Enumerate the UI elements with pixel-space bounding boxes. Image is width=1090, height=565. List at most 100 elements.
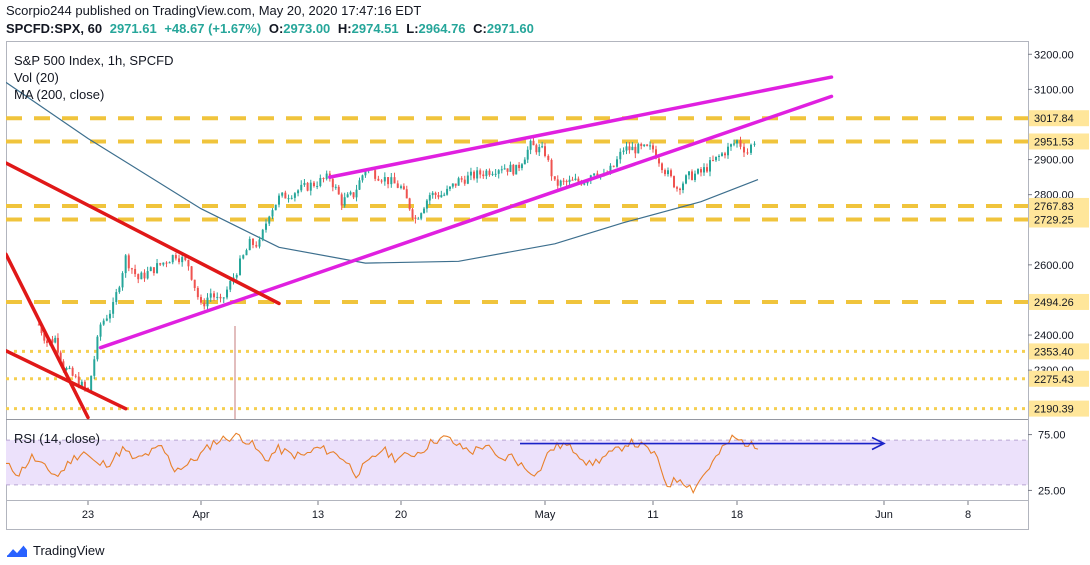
ohlc-line: SPCFD:SPX, 60 2971.61 +48.67 (+1.67%) O:… — [6, 21, 538, 36]
candle-body — [609, 165, 612, 174]
candle-body — [417, 218, 420, 220]
candle-body — [538, 147, 541, 153]
candle-body — [74, 375, 77, 377]
candle-body — [281, 192, 284, 196]
time-tick-label: Jun — [875, 509, 893, 521]
candle-body — [655, 149, 657, 159]
candle-body — [571, 179, 574, 181]
rsi-band — [6, 440, 1028, 485]
candle-body — [216, 296, 219, 298]
candle-body — [149, 267, 152, 272]
candle-body — [121, 273, 124, 288]
candle-body — [473, 171, 476, 179]
candle-body — [165, 262, 168, 264]
candle-body — [293, 193, 296, 198]
candle-body — [364, 170, 367, 176]
candle-body — [71, 367, 74, 376]
candle-body — [187, 259, 190, 267]
candle-body — [380, 180, 383, 182]
candle-body — [331, 178, 334, 188]
candle-body — [712, 160, 714, 162]
candle-body — [137, 274, 140, 280]
trendline-channel-upper — [328, 75, 834, 179]
candle-body — [271, 210, 274, 217]
price-tick-label: 2900.00 — [1034, 155, 1074, 167]
candle-body — [529, 140, 532, 150]
candle-body — [694, 173, 696, 180]
candle-body — [440, 195, 443, 198]
level-label-3017.84: 3017.84 — [1034, 113, 1074, 125]
candle-body — [303, 182, 306, 185]
level-badge-2951.53 — [1029, 133, 1089, 150]
price-chart[interactable]: 3200.003100.002900.002800.002600.002400.… — [4, 41, 1089, 531]
candle-body — [503, 168, 506, 170]
candle-body — [574, 178, 577, 181]
candle-body — [361, 175, 364, 181]
legend-rsi: RSI (14, close) — [14, 431, 100, 446]
candle-body — [130, 268, 133, 270]
trendline-channel-lower — [98, 94, 834, 350]
candle-body — [463, 179, 466, 184]
candle-body — [643, 144, 646, 147]
candle-body — [37, 324, 40, 326]
level-label-2951.53: 2951.53 — [1034, 136, 1074, 148]
level-badge-2353.40 — [1029, 343, 1089, 360]
candle-body — [520, 164, 523, 169]
candle-body — [274, 204, 277, 211]
candle-body — [506, 168, 509, 172]
candle-body — [242, 255, 245, 259]
candle-body — [325, 173, 328, 179]
candle-body — [146, 271, 149, 279]
candle-body — [127, 255, 130, 269]
candle-body — [736, 140, 738, 144]
candle-body — [222, 297, 225, 299]
candle-body — [261, 229, 264, 240]
candle-body — [637, 143, 640, 154]
candle-body — [460, 178, 463, 180]
candle-body — [494, 173, 497, 175]
candle-body — [700, 169, 702, 173]
candle-body — [670, 170, 672, 177]
candle-body — [68, 367, 71, 369]
chart-frame[interactable]: 3200.00 3100.00 2900.00 2800.00 2600.00 2400.… — [4, 41, 1090, 531]
candle-body — [229, 280, 232, 290]
level-badge-2767.83 — [1029, 197, 1089, 214]
tradingview-logo-icon — [6, 544, 27, 557]
candle-body — [682, 183, 684, 191]
footer-brand[interactable]: TradingView — [6, 539, 105, 561]
candle-body — [437, 195, 440, 198]
candle-body — [393, 177, 396, 184]
candle-body — [178, 258, 181, 263]
candle-body — [679, 188, 681, 191]
time-tick-label: 8 — [965, 509, 971, 521]
candle-body — [80, 381, 83, 388]
candle-body — [420, 213, 423, 219]
candle-body — [423, 208, 426, 214]
candle-body — [181, 257, 184, 263]
candle-body — [209, 293, 212, 298]
candle-body — [162, 262, 165, 265]
candle-body — [556, 179, 559, 186]
level-badge-2190.39 — [1029, 400, 1089, 417]
time-tick-label: 20 — [395, 509, 407, 521]
candle-body — [51, 339, 54, 343]
candle-body — [509, 164, 512, 172]
candle-body — [343, 197, 346, 206]
time-tick-label: Apr — [192, 509, 209, 521]
candle-body — [718, 155, 720, 157]
level-label-2494.26: 2494.26 — [1034, 297, 1074, 309]
symbol-label: SPCFD:SPX, 60 — [6, 21, 103, 36]
candle-body — [96, 336, 99, 360]
level-badge-3017.84 — [1029, 110, 1089, 127]
candle-body — [402, 186, 405, 190]
candle-body — [312, 182, 315, 187]
candle-body — [134, 268, 137, 275]
candle-body — [562, 180, 565, 182]
candle-body — [90, 375, 93, 391]
candle-body — [577, 178, 580, 182]
candle-body — [168, 262, 171, 264]
candle-body — [526, 149, 529, 160]
candle-body — [309, 182, 312, 191]
candle-body — [54, 337, 57, 343]
rsi-line — [6, 432, 759, 495]
